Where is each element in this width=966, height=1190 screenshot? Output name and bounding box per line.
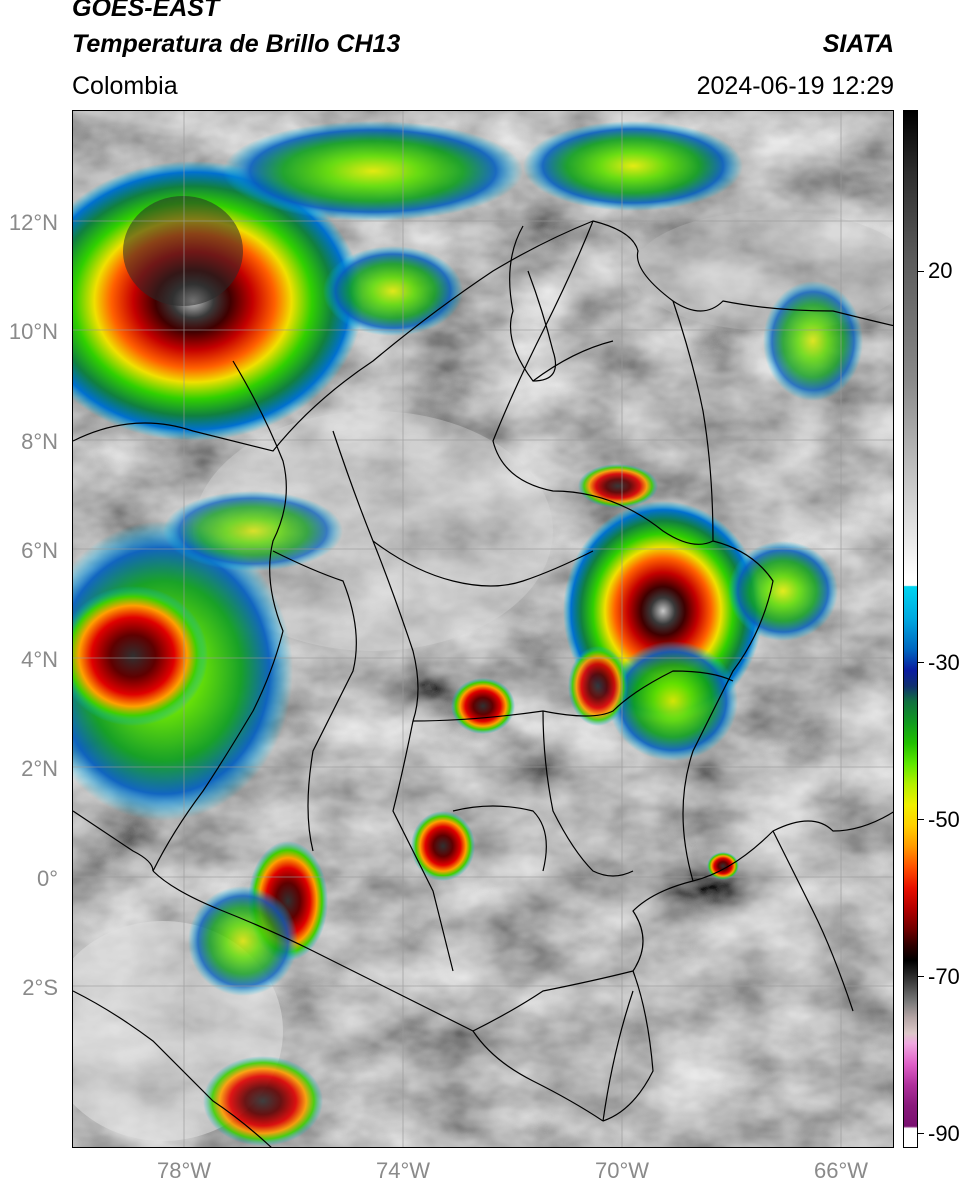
lat-label-10n: 10°N bbox=[8, 319, 58, 344]
colorbar-tick bbox=[918, 1133, 924, 1134]
lat-label-4n: 4°N bbox=[21, 647, 58, 672]
colorbar-label-20: 20 bbox=[928, 258, 953, 283]
country-borders bbox=[73, 220, 893, 1147]
colorbar-tick bbox=[918, 271, 924, 272]
colorbar-label-minus30: -30 bbox=[928, 650, 960, 675]
brand-label: SIATA bbox=[822, 30, 894, 58]
colorbar-tick bbox=[918, 662, 924, 663]
map-canvas bbox=[73, 111, 893, 1147]
lat-label-8n: 8°N bbox=[21, 429, 58, 454]
lat-label-0: 0° bbox=[36, 866, 58, 891]
colorbar-label-minus90: -90 bbox=[928, 1121, 960, 1146]
colorbar-tick bbox=[918, 976, 924, 977]
lon-label-74w: 74°W bbox=[375, 1158, 431, 1183]
temperature-colorbar bbox=[903, 110, 918, 1148]
satellite-map[interactable] bbox=[72, 110, 894, 1148]
colorbar-label-minus70: -70 bbox=[928, 964, 960, 989]
timestamp: 2024-06-19 12:29 bbox=[696, 72, 894, 100]
lon-label-70w: 70°W bbox=[594, 1158, 650, 1183]
lat-label-6n: 6°N bbox=[21, 538, 58, 563]
lon-label-78w: 78°W bbox=[156, 1158, 212, 1183]
map-header: GOES-EAST Temperatura de Brillo CH13 SIA… bbox=[72, 0, 894, 108]
colorbar-tick bbox=[918, 819, 924, 820]
lon-label-66w: 66°W bbox=[813, 1158, 869, 1183]
colorbar-label-minus50: -50 bbox=[928, 807, 960, 832]
lat-label-12n: 12°N bbox=[8, 210, 58, 235]
product-title: Temperatura de Brillo CH13 bbox=[72, 30, 401, 58]
satellite-name: GOES-EAST bbox=[72, 0, 220, 22]
region-label: Colombia bbox=[72, 72, 178, 100]
lat-label-2s: 2°S bbox=[22, 975, 58, 1000]
lat-label-2n: 2°N bbox=[21, 756, 58, 781]
graticule bbox=[73, 111, 893, 1147]
